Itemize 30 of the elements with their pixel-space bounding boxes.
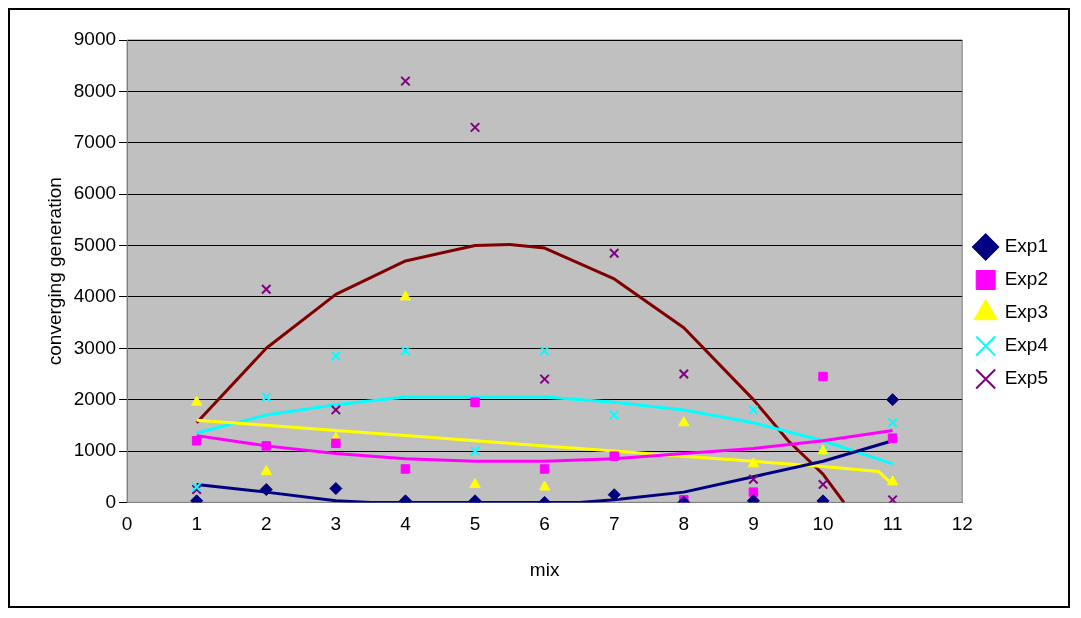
legend-label: Exp2: [1004, 268, 1049, 290]
legend-label: Exp3: [1004, 301, 1049, 323]
y-tick-label: 3000: [73, 336, 117, 358]
y-tick-label: 5000: [73, 233, 117, 255]
y-tick-label: 9000: [73, 28, 117, 50]
x-tick-label: 10: [812, 513, 834, 535]
x-tick-label: 2: [260, 513, 272, 535]
x-tick-label: 5: [469, 513, 481, 535]
y-tick-label: 2000: [73, 387, 117, 409]
legend-label: Exp5: [1004, 367, 1049, 389]
y-axis-title: converging generation: [43, 177, 65, 366]
y-tick-label: 4000: [73, 285, 117, 307]
x-tick-label: 6: [539, 513, 550, 535]
x-tick-label: 3: [330, 513, 342, 535]
x-tick-label: 12: [951, 513, 973, 535]
x-axis-title: mix: [529, 558, 560, 580]
x-tick-label: 7: [608, 513, 620, 535]
x-tick-label: 4: [400, 513, 412, 535]
x-tick-label: 11: [882, 513, 903, 535]
x-tick-label: 1: [191, 513, 202, 535]
x-tick-label: 8: [678, 513, 690, 535]
y-tick-label: 6000: [73, 182, 117, 204]
y-tick-label: 8000: [73, 79, 117, 101]
x-tick-label: 9: [748, 513, 759, 535]
x-tick-label: 0: [121, 513, 133, 535]
legend-label: Exp4: [1004, 334, 1049, 356]
y-tick-label: 1000: [73, 439, 117, 461]
y-tick-label: 7000: [73, 130, 117, 152]
y-tick-label: 0: [105, 490, 117, 512]
legend-label: Exp1: [1004, 235, 1049, 257]
